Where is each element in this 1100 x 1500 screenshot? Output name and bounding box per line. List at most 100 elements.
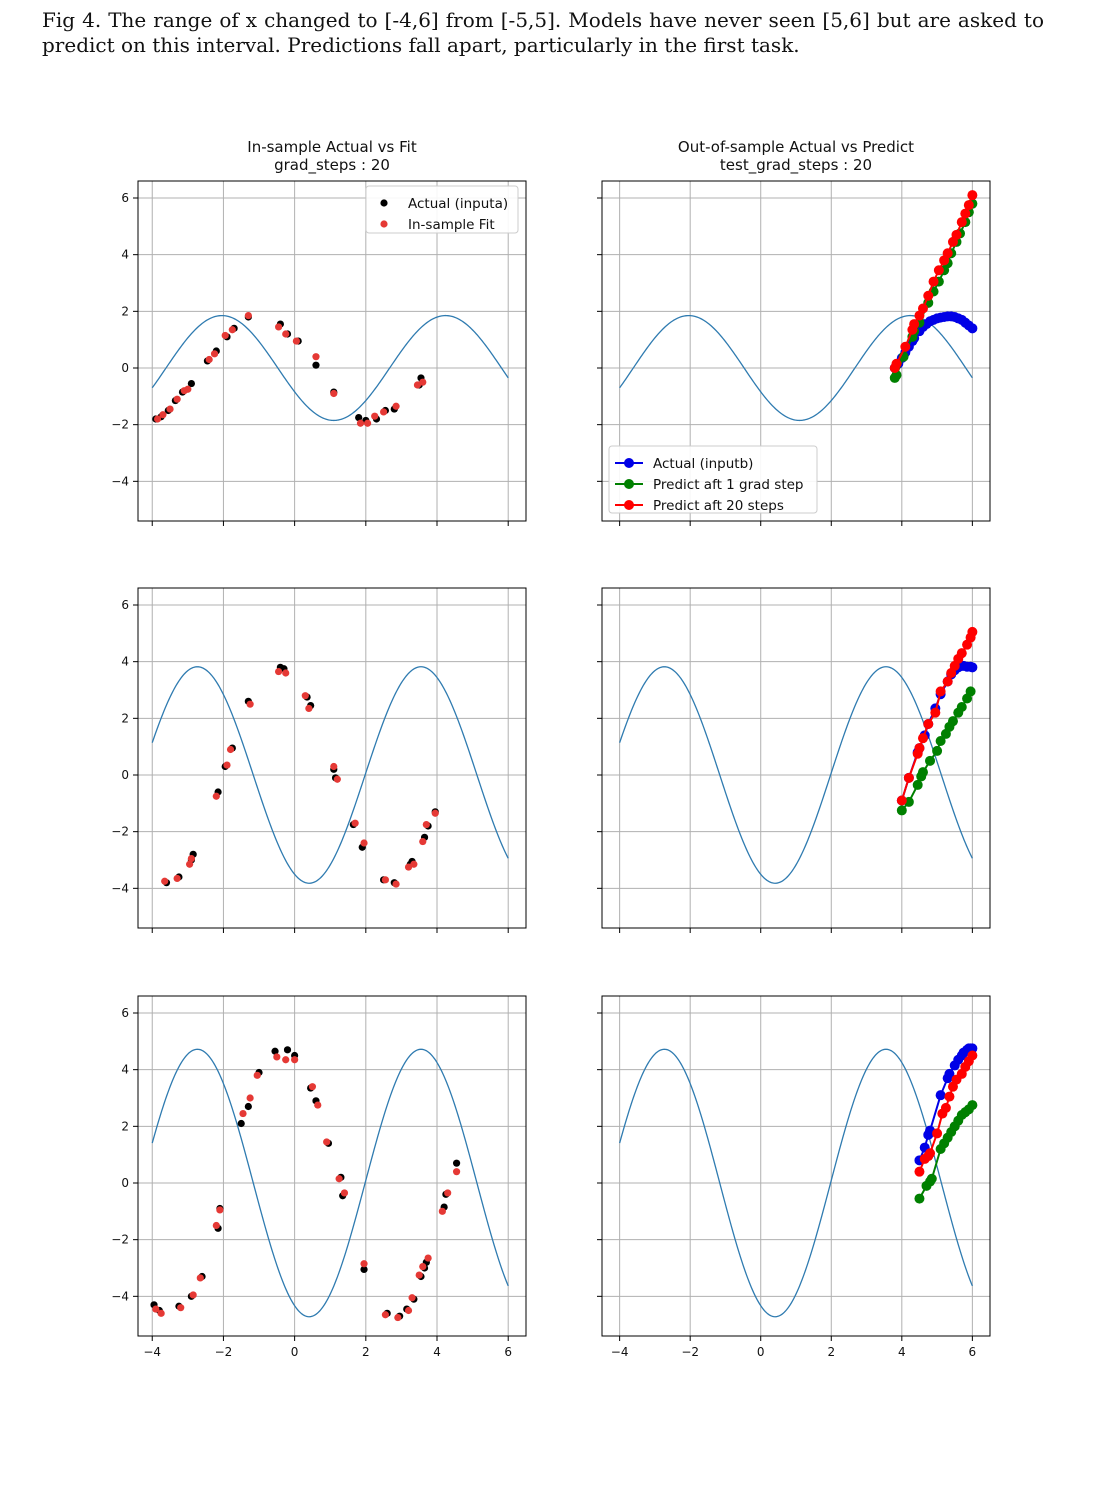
data-point-1: [305, 704, 313, 713]
data-point-0: [187, 379, 195, 388]
data-point-1: [330, 389, 338, 398]
data-point-2: [944, 1091, 955, 1102]
x-tick-label: −2: [215, 1345, 233, 1359]
data-point-1: [925, 755, 936, 766]
data-point-1: [210, 350, 219, 358]
data-point-1: [419, 378, 427, 386]
data-point-1: [189, 1291, 197, 1299]
chart-title-line: grad_steps : 20: [274, 156, 390, 175]
data-point-1: [371, 412, 379, 420]
data-point-2: [956, 648, 967, 659]
legend-label: Predict aft 20 steps: [653, 498, 784, 514]
y-tick-label: 2: [121, 304, 129, 318]
data-point-1: [392, 402, 400, 410]
data-point-1: [413, 381, 422, 389]
data-point-1: [282, 1056, 290, 1064]
data-point-1: [323, 1138, 331, 1146]
legend-box: [365, 185, 519, 234]
data-point-1: [340, 1189, 349, 1197]
sinusoid-curve: [151, 666, 509, 884]
legend-marker: [380, 199, 388, 207]
x-tick-label: −4: [611, 1345, 629, 1359]
data-point-0: [312, 361, 320, 369]
data-point-2: [900, 341, 911, 352]
data-point-1: [392, 880, 400, 888]
data-point-0: [967, 1043, 978, 1054]
data-point-1: [308, 1083, 317, 1091]
data-point-2: [930, 707, 941, 718]
data-point-2: [967, 626, 978, 637]
axes-frame: [601, 587, 991, 929]
data-point-1: [381, 876, 389, 884]
data-point-2: [917, 303, 928, 314]
data-point-1: [444, 1189, 452, 1197]
data-point-1: [301, 692, 309, 700]
x-tick-label: 4: [898, 1345, 906, 1359]
y-tick-label: 6: [121, 191, 129, 205]
legend-marker: [624, 458, 634, 468]
y-tick-label: −4: [111, 474, 129, 488]
data-point-1: [335, 1175, 343, 1183]
data-point-1: [212, 792, 220, 800]
panel-0: −4 −2 0 2 4 6 In-sample Actual vs Fitgrad_step…: [111, 138, 527, 526]
legend-box: [608, 445, 818, 514]
data-point-2: [942, 676, 953, 687]
data-point-1: [424, 1254, 432, 1262]
y-tick-label: 2: [121, 711, 129, 725]
data-point-2: [967, 190, 978, 201]
data-point-1: [422, 820, 430, 829]
data-point-2: [909, 319, 920, 330]
data-point-1: [205, 355, 213, 364]
chart-title-line: In-sample Actual vs Fit: [247, 138, 417, 156]
data-point-1: [275, 667, 283, 676]
data-point-1: [196, 1274, 204, 1282]
y-tick-label: 4: [121, 1063, 129, 1077]
y-tick-label: −4: [111, 1289, 129, 1303]
data-point-2: [914, 743, 925, 754]
legend-marker: [380, 220, 388, 228]
data-point-1: [381, 1311, 389, 1319]
data-point-2: [956, 217, 967, 228]
data-point-0: [360, 1265, 368, 1274]
data-point-1: [415, 1271, 423, 1279]
data-point-1: [452, 1168, 461, 1176]
y-tick-label: −2: [111, 1233, 129, 1247]
chart-title-line: test_grad_steps : 20: [720, 156, 872, 175]
x-tick-label: 6: [969, 1345, 977, 1359]
data-point-2: [932, 1128, 943, 1139]
data-point-0: [944, 1068, 955, 1079]
sinusoid-curve: [619, 1048, 973, 1318]
y-tick-label: −2: [111, 418, 129, 432]
panel-5: −4 −2 0 2 4 6: [597, 995, 991, 1359]
y-tick-label: 4: [121, 248, 129, 262]
data-point-1: [273, 1053, 281, 1061]
chart-title-line: Out-of-sample Actual vs Predict: [678, 138, 914, 156]
data-point-1: [223, 761, 231, 769]
data-point-1: [312, 353, 320, 361]
data-point-2: [925, 1148, 936, 1159]
data-point-1: [404, 1306, 413, 1315]
data-point-1: [173, 395, 181, 403]
data-point-1: [947, 716, 958, 727]
data-point-1: [152, 1305, 160, 1313]
data-point-1: [926, 1173, 937, 1184]
axes-frame: [137, 180, 527, 522]
data-point-2: [960, 208, 971, 219]
axes-frame: [137, 995, 527, 1337]
legend-marker: [624, 479, 634, 489]
data-point-1: [159, 411, 167, 419]
data-point-1: [187, 854, 195, 863]
data-point-2: [923, 719, 934, 729]
x-tick-label: −2: [681, 1345, 699, 1359]
data-point-1: [967, 1100, 978, 1111]
data-point-0: [452, 1159, 461, 1167]
data-point-1: [394, 1313, 402, 1322]
data-point-1: [935, 736, 946, 746]
data-point-1: [896, 805, 907, 816]
y-tick-label: 2: [121, 1119, 129, 1133]
data-point-0: [935, 1090, 946, 1101]
data-point-1: [932, 745, 943, 756]
data-point-0: [283, 1046, 292, 1054]
data-point-1: [360, 839, 368, 847]
data-point-1: [356, 419, 365, 427]
